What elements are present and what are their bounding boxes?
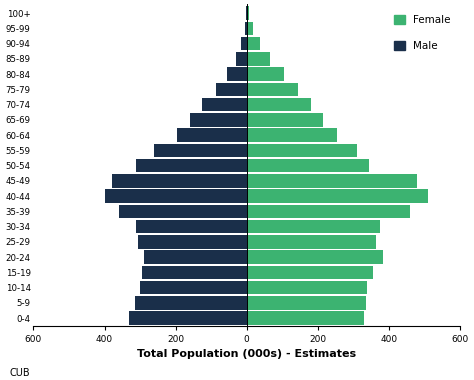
Bar bbox=[111, 174, 246, 188]
Bar bbox=[142, 266, 246, 279]
Bar bbox=[217, 83, 246, 96]
Bar bbox=[140, 281, 246, 294]
Bar bbox=[137, 220, 246, 233]
Bar bbox=[246, 128, 337, 142]
Bar bbox=[246, 83, 298, 96]
Bar bbox=[246, 113, 323, 127]
Bar bbox=[246, 52, 270, 66]
Bar bbox=[241, 37, 246, 51]
Bar bbox=[246, 6, 249, 20]
Bar bbox=[137, 159, 246, 172]
Bar bbox=[246, 189, 428, 203]
Bar bbox=[202, 98, 246, 111]
Bar bbox=[135, 296, 246, 309]
Bar bbox=[246, 296, 365, 309]
Bar bbox=[246, 98, 310, 111]
Bar bbox=[236, 52, 246, 66]
Bar bbox=[154, 144, 246, 157]
Bar bbox=[190, 113, 246, 127]
Bar bbox=[246, 22, 253, 35]
Bar bbox=[138, 235, 246, 249]
Bar bbox=[246, 144, 357, 157]
Bar bbox=[246, 220, 380, 233]
Bar bbox=[246, 159, 369, 172]
Legend: Female, Male: Female, Male bbox=[390, 11, 455, 55]
Bar bbox=[144, 250, 246, 264]
Bar bbox=[245, 22, 246, 35]
Bar bbox=[246, 281, 367, 294]
Bar bbox=[246, 37, 260, 51]
Bar bbox=[118, 205, 246, 218]
Bar bbox=[246, 235, 376, 249]
Bar bbox=[105, 189, 246, 203]
Bar bbox=[246, 266, 373, 279]
X-axis label: Total Population (000s) - Estimates: Total Population (000s) - Estimates bbox=[137, 349, 356, 359]
Bar bbox=[246, 174, 417, 188]
Bar bbox=[246, 205, 410, 218]
Bar bbox=[129, 311, 246, 325]
Bar bbox=[177, 128, 246, 142]
Bar bbox=[246, 67, 284, 81]
Bar bbox=[246, 250, 383, 264]
Bar bbox=[246, 311, 364, 325]
Bar bbox=[227, 67, 246, 81]
Text: CUB: CUB bbox=[9, 368, 30, 378]
